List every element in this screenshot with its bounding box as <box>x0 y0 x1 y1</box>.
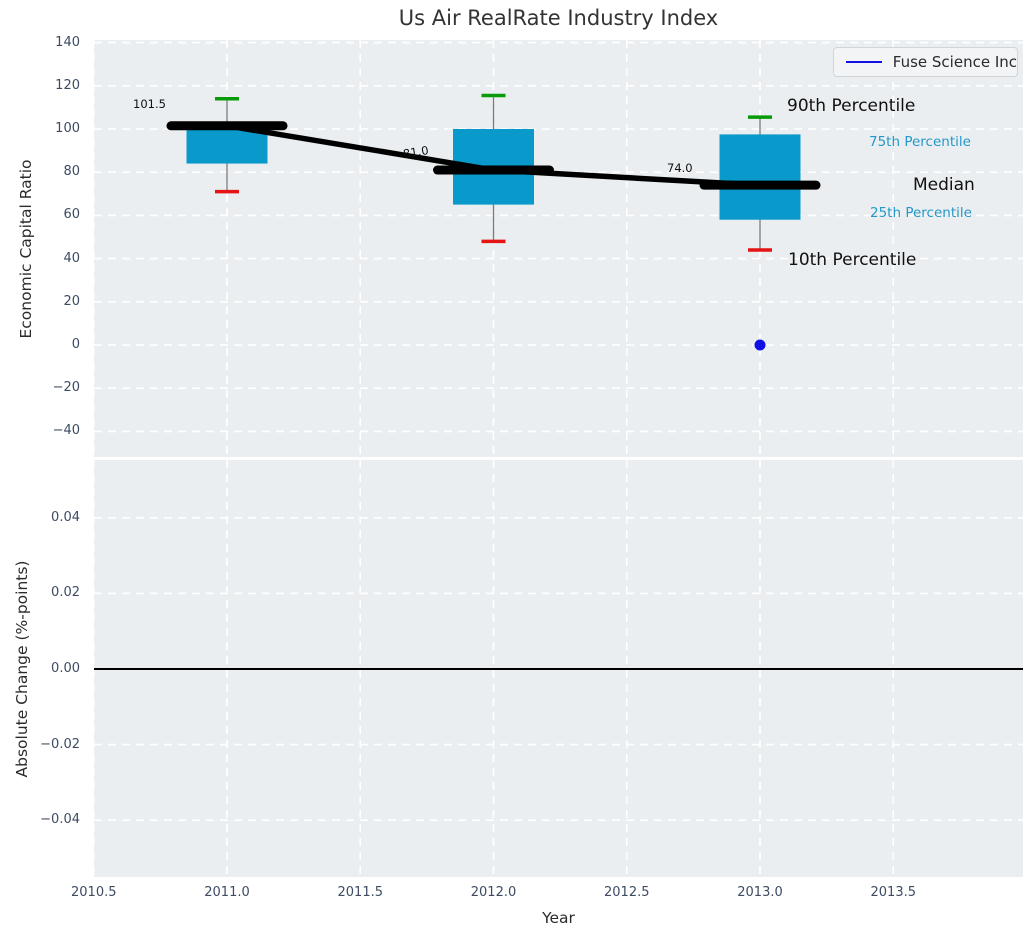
y-tick-label-bottom: 0.00 <box>51 661 80 676</box>
annotation-10th-percentile: 10th Percentile <box>788 250 917 270</box>
annotation-90th-percentile: 90th Percentile <box>787 96 916 116</box>
annotation-median: Median <box>913 175 975 195</box>
company-data-point <box>754 339 766 351</box>
x-tick-label: 2012.5 <box>604 885 650 900</box>
x-tick-label: 2013.5 <box>870 885 917 900</box>
y-tick-label-top: −20 <box>52 380 80 396</box>
percentile-box <box>186 129 268 164</box>
y-tick-label-top: −40 <box>52 423 80 439</box>
median-value-label-2011: 101.5 <box>133 97 166 111</box>
annotation-25th-percentile: 25th Percentile <box>870 205 972 221</box>
y-tick-label-top: 140 <box>55 34 80 50</box>
x-tick-label: 2011.0 <box>204 885 250 900</box>
y-tick-label-top: 60 <box>63 207 80 223</box>
y-tick-label-top: 80 <box>63 164 80 180</box>
legend: Fuse Science Inc <box>833 47 1018 77</box>
y-tick-label-bottom: 0.02 <box>51 585 80 601</box>
x-tick-label: 2010.5 <box>71 885 117 900</box>
x-axis-label: Year <box>542 909 575 927</box>
y-tick-label-bottom: −0.04 <box>40 812 80 828</box>
y-tick-label-top: 0 <box>71 337 80 352</box>
median-value-label-2013: 74.0 <box>667 161 693 175</box>
legend-line-swatch-icon <box>846 61 882 63</box>
x-tick-label: 2011.5 <box>337 885 384 900</box>
y-tick-label-top: 40 <box>63 250 80 266</box>
x-tick-label: 2012.0 <box>470 885 517 900</box>
legend-label: Fuse Science Inc <box>892 53 1017 71</box>
y-tick-label-top: 120 <box>55 77 80 93</box>
y-tick-label-bottom: −0.02 <box>40 736 80 752</box>
y-tick-label-top: 100 <box>55 121 80 136</box>
chart-title: Us Air RealRate Industry Index <box>398 6 719 30</box>
percentile-box <box>719 134 801 220</box>
annotation-75th-percentile: 75th Percentile <box>869 134 971 150</box>
y-tick-label-top: 20 <box>63 293 80 309</box>
y-tick-label-bottom: 0.04 <box>51 509 80 525</box>
x-tick-label: 2013.0 <box>737 885 783 900</box>
